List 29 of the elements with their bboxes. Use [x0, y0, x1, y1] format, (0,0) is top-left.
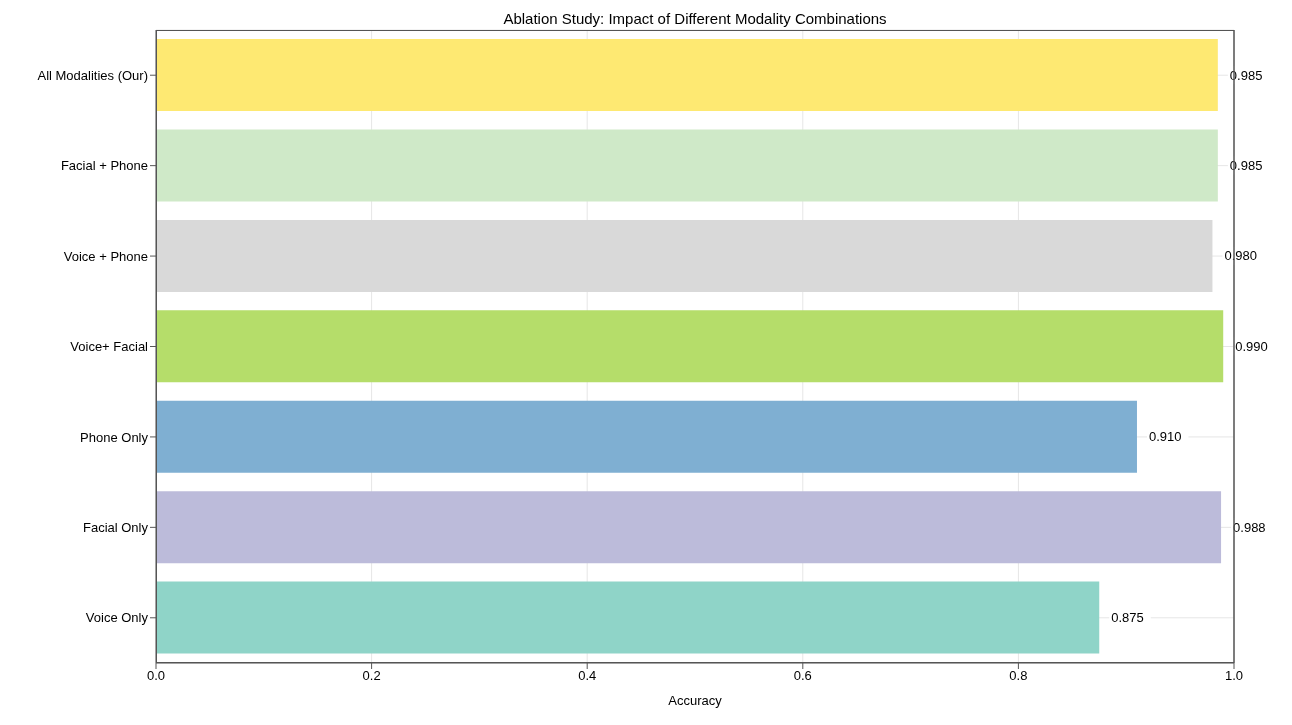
data-label: 0.910 [1148, 429, 1182, 445]
y-tick-label: Voice + Phone [63, 248, 148, 264]
data-label: 0.985 [1229, 67, 1263, 83]
x-tick-label: 0.6 [793, 668, 812, 684]
data-label: 0.980 [1224, 248, 1257, 264]
x-axis-title: Accuracy [668, 693, 723, 708]
x-tick-label: 0.8 [1009, 668, 1028, 684]
x-tick-label: 1.0 [1224, 668, 1244, 684]
y-tick-label: Facial Only [82, 519, 149, 535]
x-tick-label: 0.4 [578, 668, 597, 684]
bar [156, 39, 1218, 112]
y-tick-label: Voice+ Facial [70, 339, 149, 355]
bar [156, 581, 1100, 654]
chart-title: Ablation Study: Impact of Different Modality Combinations [502, 10, 888, 27]
bar [156, 400, 1137, 473]
y-tick-label: All Modalities (Our) [37, 67, 148, 83]
y-tick-label: Phone Only [80, 429, 149, 445]
bar [156, 310, 1224, 383]
data-label: 0.988 [1233, 519, 1266, 535]
data-label: 0.875 [1111, 610, 1144, 626]
y-tick-label: Voice Only [85, 610, 149, 626]
x-tick-label: 0.0 [146, 668, 166, 684]
x-tick-label: 0.2 [362, 668, 381, 684]
bar [156, 219, 1213, 292]
data-label: 0.990 [1235, 338, 1268, 354]
bar [156, 491, 1222, 564]
bar [156, 129, 1218, 202]
data-label: 0.985 [1229, 158, 1263, 174]
y-tick-label: Facial + Phone [60, 158, 148, 174]
